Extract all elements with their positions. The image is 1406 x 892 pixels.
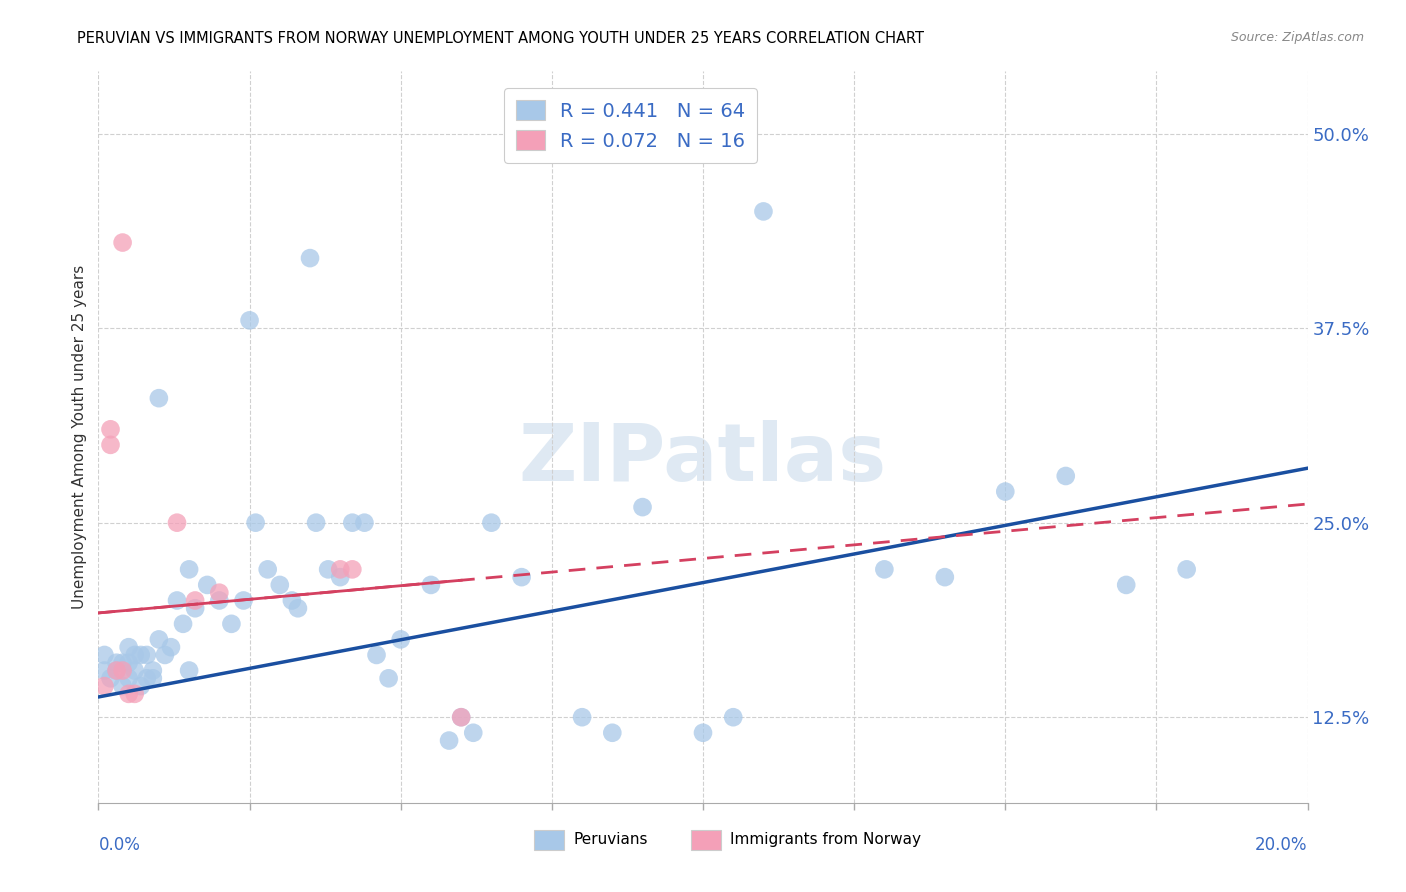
Point <box>160 640 183 655</box>
Point <box>142 671 165 685</box>
Point <box>631 500 654 515</box>
Point <box>105 664 128 678</box>
Point <box>1175 562 1198 576</box>
Text: Immigrants from Norway: Immigrants from Norway <box>730 832 921 847</box>
Point <box>366 648 388 662</box>
Point <box>450 710 472 724</box>
Point <box>692 725 714 739</box>
Point <box>232 593 254 607</box>
Point <box>481 811 503 825</box>
Point <box>299 251 322 265</box>
Point <box>118 640 141 655</box>
Point <box>105 656 128 670</box>
Point <box>450 710 472 724</box>
Point <box>873 562 896 576</box>
Point <box>377 827 399 841</box>
Point <box>124 648 146 662</box>
Point <box>100 438 122 452</box>
Point <box>93 648 115 662</box>
Point <box>100 671 122 685</box>
Point <box>481 516 503 530</box>
Point <box>184 601 207 615</box>
Point <box>142 664 165 678</box>
Point <box>510 570 533 584</box>
Point <box>148 391 170 405</box>
Text: Peruvians: Peruvians <box>574 832 648 847</box>
Point <box>93 679 115 693</box>
Point <box>316 562 339 576</box>
Point <box>420 578 443 592</box>
Point <box>239 313 262 327</box>
Point <box>195 578 218 592</box>
Point <box>118 671 141 685</box>
Text: 0.0%: 0.0% <box>98 836 141 854</box>
Point <box>221 616 243 631</box>
Point <box>602 725 624 739</box>
Point <box>723 710 745 724</box>
Point <box>129 679 152 693</box>
Point <box>305 516 328 530</box>
Point <box>256 562 278 576</box>
Point <box>148 632 170 647</box>
Point <box>153 648 176 662</box>
FancyBboxPatch shape <box>534 830 564 850</box>
Point <box>179 664 201 678</box>
Point <box>389 632 412 647</box>
Point <box>752 204 775 219</box>
Point <box>287 601 309 615</box>
Text: ZIPatlas: ZIPatlas <box>519 420 887 498</box>
Point <box>124 687 146 701</box>
Point <box>111 664 134 678</box>
Point <box>111 679 134 693</box>
Text: PERUVIAN VS IMMIGRANTS FROM NORWAY UNEMPLOYMENT AMONG YOUTH UNDER 25 YEARS CORRE: PERUVIAN VS IMMIGRANTS FROM NORWAY UNEMP… <box>77 31 924 46</box>
Point <box>994 484 1017 499</box>
Point <box>329 562 352 576</box>
Point <box>100 422 122 436</box>
Point <box>1054 469 1077 483</box>
Point <box>111 656 134 670</box>
Point <box>269 578 291 592</box>
Point <box>179 562 201 576</box>
Point <box>93 664 115 678</box>
Point <box>377 671 399 685</box>
Point <box>353 516 375 530</box>
Point <box>135 648 157 662</box>
Point <box>245 516 267 530</box>
Point <box>166 593 188 607</box>
Point <box>342 562 364 576</box>
Point <box>129 648 152 662</box>
Y-axis label: Unemployment Among Youth under 25 years: Unemployment Among Youth under 25 years <box>72 265 87 609</box>
Point <box>342 516 364 530</box>
Point <box>571 710 593 724</box>
Point <box>135 671 157 685</box>
Text: Source: ZipAtlas.com: Source: ZipAtlas.com <box>1230 31 1364 45</box>
Point <box>124 664 146 678</box>
Point <box>1115 578 1137 592</box>
Point <box>118 687 141 701</box>
Legend: R = 0.441   N = 64, R = 0.072   N = 16: R = 0.441 N = 64, R = 0.072 N = 16 <box>503 88 756 162</box>
Point <box>172 616 194 631</box>
Point <box>111 235 134 250</box>
Text: 20.0%: 20.0% <box>1256 836 1308 854</box>
Point <box>934 570 956 584</box>
Point <box>208 585 231 599</box>
Point <box>463 725 485 739</box>
Point <box>437 733 460 747</box>
FancyBboxPatch shape <box>690 830 721 850</box>
Point <box>166 516 188 530</box>
Point <box>329 570 352 584</box>
Point <box>184 593 207 607</box>
Point <box>105 664 128 678</box>
Point <box>208 593 231 607</box>
Point <box>118 656 141 670</box>
Point <box>281 593 304 607</box>
